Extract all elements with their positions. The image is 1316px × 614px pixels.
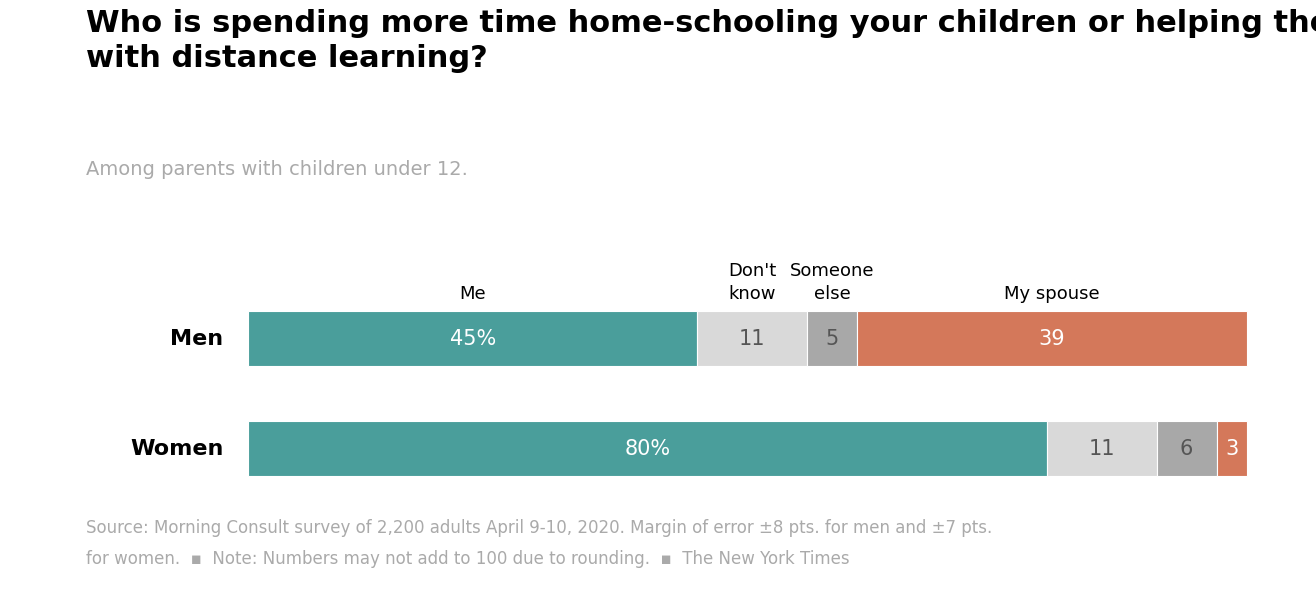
Bar bbox=[807, 311, 857, 367]
Bar bbox=[1157, 421, 1216, 476]
Bar bbox=[1048, 421, 1157, 476]
Bar bbox=[1216, 421, 1246, 476]
Text: Women: Women bbox=[130, 438, 224, 459]
Text: 11: 11 bbox=[740, 329, 766, 349]
Text: Men: Men bbox=[170, 329, 224, 349]
Text: 11: 11 bbox=[1088, 438, 1115, 459]
Text: 3: 3 bbox=[1225, 438, 1238, 459]
Bar bbox=[697, 311, 807, 367]
Text: Me: Me bbox=[459, 285, 486, 303]
Text: Source: Morning Consult survey of 2,200 adults April 9-10, 2020. Margin of error: Source: Morning Consult survey of 2,200 … bbox=[86, 519, 992, 537]
Bar bbox=[857, 311, 1246, 367]
Bar bbox=[249, 421, 1048, 476]
Text: for women.  ▪  Note: Numbers may not add to 100 due to rounding.  ▪  The New Yor: for women. ▪ Note: Numbers may not add t… bbox=[86, 550, 849, 567]
Text: 45%: 45% bbox=[450, 329, 496, 349]
Text: 5: 5 bbox=[825, 329, 838, 349]
Text: Someone
else: Someone else bbox=[790, 262, 875, 303]
Text: 39: 39 bbox=[1038, 329, 1065, 349]
Text: 80%: 80% bbox=[625, 438, 671, 459]
Text: Don't
know: Don't know bbox=[728, 262, 776, 303]
Text: My spouse: My spouse bbox=[1004, 285, 1100, 303]
Text: Among parents with children under 12.: Among parents with children under 12. bbox=[86, 160, 467, 179]
Bar bbox=[249, 311, 697, 367]
Text: Who is spending more time home-schooling your children or helping them
with dist: Who is spending more time home-schooling… bbox=[86, 9, 1316, 73]
Text: 6: 6 bbox=[1180, 438, 1194, 459]
